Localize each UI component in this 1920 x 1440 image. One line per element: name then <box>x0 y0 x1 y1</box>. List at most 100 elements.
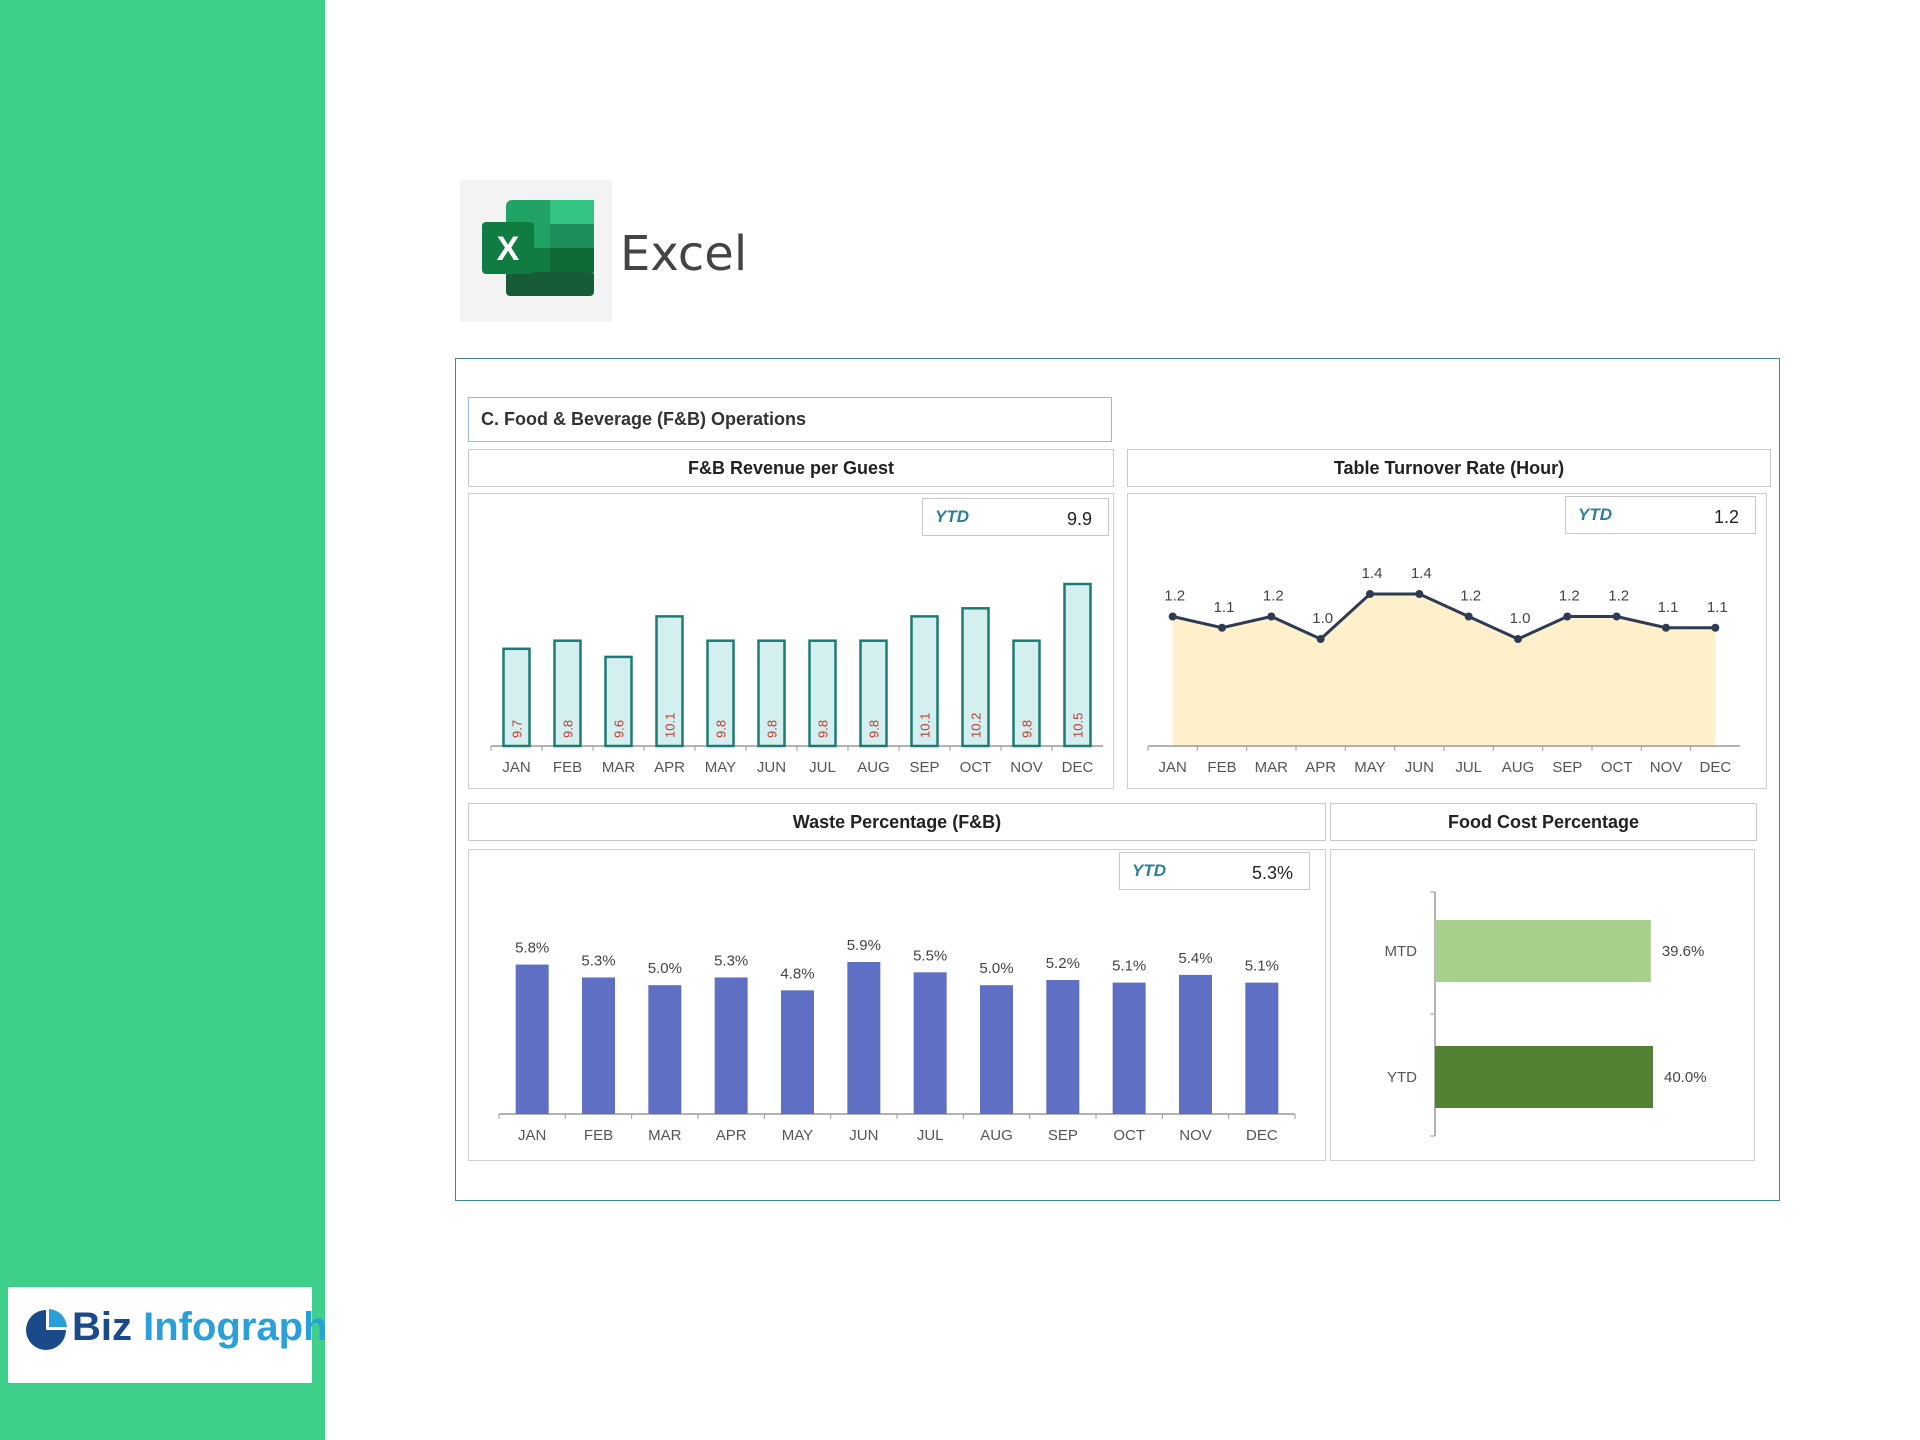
brand-logo: Biz Infograph <box>8 1287 328 1383</box>
x-tick-label: APR <box>654 759 685 776</box>
data-label: 5.1% <box>1245 958 1279 975</box>
bar <box>515 964 549 1114</box>
data-label: 5.8% <box>515 940 549 957</box>
revenue-ytd-box: YTD 9.9 <box>922 498 1109 536</box>
y-tick-label: YTD <box>1387 1069 1417 1086</box>
x-tick-label: SEP <box>1552 759 1582 776</box>
data-label: 1.2 <box>1263 588 1284 605</box>
data-label: 1.2 <box>1608 588 1629 605</box>
turnover-chart-title: Table Turnover Rate (Hour) <box>1127 449 1771 487</box>
data-point <box>1415 590 1424 598</box>
x-tick-label: MAY <box>705 759 736 776</box>
revenue-chart: 9.7 JAN 9.8 FEB 9.6 MAR 10.1 APR 9.8 MAY 9.8 JUN 9.8… <box>490 582 1103 776</box>
data-label: 1.1 <box>1658 599 1679 616</box>
bar <box>910 615 939 748</box>
bar <box>502 647 531 748</box>
x-tick-label: FEB <box>553 759 582 776</box>
ytd-label: YTD <box>1578 505 1612 524</box>
x-tick-label: DEC <box>1062 759 1094 776</box>
x-tick-label: MAR <box>648 1127 682 1144</box>
data-point <box>1267 612 1276 621</box>
data-point <box>1464 612 1473 621</box>
app-name: Excel <box>620 226 748 282</box>
section-title: C. Food & Beverage (F&B) Operations <box>468 397 1112 442</box>
data-label: 1.2 <box>1164 588 1185 605</box>
waste-chart-panel: 5.8% JAN 5.3% FEB 5.0% MAR 5.3% APR 4.8% MAY 5.9% J… <box>468 849 1326 1161</box>
bar <box>808 639 837 748</box>
excel-app-tile: X <box>460 180 612 322</box>
ytd-value: 1.2 <box>1713 507 1739 527</box>
data-label: 9.8 <box>561 720 576 738</box>
bar <box>1245 982 1279 1114</box>
bar <box>582 977 615 1114</box>
x-tick-label: NOV <box>1650 759 1683 776</box>
x-tick-label: JUL <box>917 1127 944 1144</box>
x-tick-label: MAR <box>1255 759 1289 776</box>
x-tick-label: AUG <box>980 1127 1013 1144</box>
y-tick-label: MTD <box>1385 943 1418 960</box>
data-label: 4.8% <box>780 965 814 982</box>
x-tick-label: JUN <box>1405 759 1434 776</box>
bar <box>913 972 947 1114</box>
data-point <box>1662 623 1670 632</box>
bar <box>847 962 881 1114</box>
data-point <box>1563 612 1572 621</box>
x-tick-label: OCT <box>1113 1127 1145 1144</box>
brand-name-a: Biz <box>72 1305 132 1349</box>
x-tick-label: SEP <box>1048 1127 1078 1144</box>
x-tick-label: NOV <box>1179 1127 1212 1144</box>
data-label: 9.8 <box>1020 720 1035 738</box>
ytd-value: 5.3% <box>1251 863 1293 883</box>
bar <box>1435 920 1651 982</box>
data-label: 5.5% <box>913 947 947 964</box>
bar <box>648 985 682 1114</box>
series-line <box>1172 592 1716 641</box>
area-fill <box>1172 594 1716 746</box>
turnover-chart: 1.2 JAN 1.1 FEB 1.2 MAR 1.0 APR 1.4 MAY 1.4 JUN 1.2 J… <box>1147 565 1740 776</box>
data-label: 9.8 <box>816 720 831 738</box>
waste-chart-title: Waste Percentage (F&B) <box>468 803 1326 841</box>
x-tick-label: NOV <box>1010 759 1043 776</box>
ytd-value: 9.9 <box>1066 509 1092 529</box>
data-label: 1.4 <box>1411 565 1432 582</box>
x-tick-label: MAY <box>782 1127 813 1144</box>
x-tick-label: JUN <box>757 759 786 776</box>
foodcost-chart: 39.6% MTD 40.0% YTD <box>1385 891 1707 1137</box>
x-tick-label: SEP <box>909 759 939 776</box>
bar <box>1063 582 1092 748</box>
data-label: 5.2% <box>1046 955 1080 972</box>
data-point <box>1168 612 1177 621</box>
data-label: 39.6% <box>1662 943 1705 960</box>
foodcost-chart-title: Food Cost Percentage <box>1330 803 1757 841</box>
brand-name: Biz Infograph <box>72 1305 328 1350</box>
data-point <box>1218 623 1226 632</box>
data-label: 5.0% <box>979 960 1013 977</box>
data-label: 10.2 <box>969 713 984 738</box>
x-tick-label: FEB <box>1207 759 1236 776</box>
x-tick-label: APR <box>1305 759 1336 776</box>
data-point <box>1366 590 1374 598</box>
x-tick-label: DEC <box>1699 759 1731 776</box>
data-label: 10.1 <box>663 713 678 738</box>
data-label: 1.1 <box>1707 599 1728 616</box>
ytd-label: YTD <box>1132 861 1166 880</box>
revenue-chart-panel: 9.7 JAN 9.8 FEB 9.6 MAR 10.1 APR 9.8 MAY 9.8 JUN 9.8… <box>468 493 1114 789</box>
dashboard-frame: C. Food & Beverage (F&B) Operations F&B … <box>455 358 1780 1201</box>
data-point <box>1711 623 1720 632</box>
data-label: 10.5 <box>1071 713 1086 738</box>
data-label: 9.8 <box>867 720 882 738</box>
data-label: 9.6 <box>612 720 627 738</box>
pie-logo-icon <box>26 1309 67 1350</box>
data-label: 1.2 <box>1559 588 1580 605</box>
x-tick-label: OCT <box>1601 759 1633 776</box>
bar <box>1179 974 1212 1114</box>
foodcost-chart-panel: 39.6% MTD 40.0% YTD <box>1330 849 1755 1161</box>
data-label: 10.1 <box>918 713 933 738</box>
turnover-chart-panel: 1.2 JAN 1.1 FEB 1.2 MAR 1.0 APR 1.4 MAY 1.4 JUN 1.2 J… <box>1127 493 1767 789</box>
x-tick-label: DEC <box>1246 1127 1278 1144</box>
data-point <box>1514 635 1522 643</box>
data-point <box>1316 635 1325 643</box>
ytd-label: YTD <box>935 507 969 526</box>
waste-ytd-box: YTD 5.3% <box>1119 852 1310 890</box>
data-label: 5.9% <box>847 937 881 954</box>
